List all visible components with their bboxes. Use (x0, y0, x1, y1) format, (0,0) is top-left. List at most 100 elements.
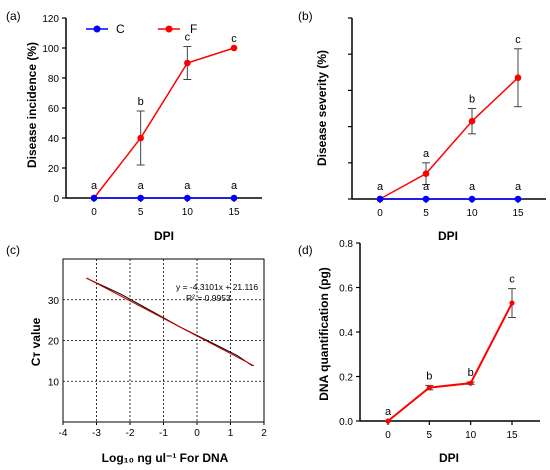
data-point (230, 194, 238, 202)
x-tick-label: -2 (126, 428, 135, 439)
y-tick-label: 0.0 (339, 417, 353, 428)
significance-letter: c (185, 32, 191, 44)
x-tick-label: -4 (59, 428, 68, 439)
panel-b: (b) Disease severity (%) DPI (298, 9, 458, 243)
significance-letter: c (509, 274, 515, 286)
panel-c-x-axis-label: Log₁₀ ng ul⁻¹ For DNA (102, 451, 229, 465)
significance-letter: b (469, 94, 475, 106)
legend-marker-f (165, 25, 173, 33)
panel-a-y-axis-label: Disease incidence (%) (25, 42, 39, 168)
significance-letter: c (231, 33, 237, 45)
series-line (379, 77, 519, 200)
data-point (90, 194, 98, 202)
panel-b-label: (b) (298, 9, 313, 23)
panel-d-label: (d) (298, 243, 313, 257)
significance-letter: b (468, 367, 474, 379)
data-point (230, 44, 238, 52)
x-tick-label: 15 (228, 207, 240, 218)
x-tick-label: -1 (159, 428, 168, 439)
panel-c: (c) Cᴛ value Log₁₀ ng ul⁻¹ For DNA y = -… (6, 243, 258, 465)
significance-letter: b (426, 370, 432, 382)
y-tick-label: 120 (42, 14, 59, 25)
significance-letter: a (385, 406, 392, 418)
x-tick-label: 0 (194, 428, 200, 439)
x-tick-label: 10 (182, 207, 194, 218)
y-tick-label: 0.2 (339, 373, 353, 384)
data-point (137, 134, 144, 142)
y-tick-label: 30 (48, 296, 60, 307)
panel-c-y-axis-label: Cᴛ value (29, 317, 43, 366)
regression-line (86, 277, 255, 367)
x-tick-label: 0 (91, 207, 97, 218)
x-tick-label: 1 (228, 428, 234, 439)
significance-letter: a (138, 180, 145, 192)
data-point (468, 195, 476, 203)
panel-b-marks: 0 5 10 15 a a a a a b c (348, 17, 546, 219)
panel-a-legend: C F (86, 22, 197, 36)
y-tick-label: 60 (48, 104, 60, 115)
x-tick-label: 10 (465, 430, 477, 441)
x-tick-label: 0 (385, 430, 391, 441)
y-tick-label: 0 (53, 194, 59, 205)
significance-letter: a (184, 180, 191, 192)
data-point (509, 300, 515, 306)
series-line (387, 302, 513, 422)
y-tick-label: 10 (48, 377, 60, 388)
data-point (468, 380, 474, 386)
y-tick-label: 80 (48, 74, 60, 85)
significance-letter: a (377, 181, 384, 193)
x-tick-label: -3 (92, 428, 101, 439)
data-point (184, 194, 191, 202)
panel-b-x-axis-label: DPI (438, 229, 458, 243)
data-point (137, 194, 144, 202)
y-tick-label: 100 (42, 44, 59, 55)
data-point (184, 59, 191, 67)
x-tick-label: 5 (423, 208, 429, 219)
significance-letter: a (423, 148, 430, 160)
panel-a-marks: 0 20 40 60 80 100 120 0 5 10 15 a a a a b c c (42, 14, 262, 218)
data-point (422, 195, 430, 203)
panel-d-x-axis-label: DPI (439, 451, 459, 465)
panel-b-y-axis-label: Disease severity (%) (315, 50, 329, 166)
legend-label-f: F (190, 22, 197, 36)
x-tick-label: 5 (427, 430, 433, 441)
significance-letter: a (231, 180, 238, 192)
legend-marker-c (93, 25, 101, 33)
data-point (385, 418, 391, 424)
significance-letter: a (423, 181, 430, 193)
y-tick-label: 0.4 (339, 328, 353, 339)
panel-a-x-axis-label: DPI (154, 229, 174, 243)
panel-a: (a) Disease incidence (%) DPI C F (6, 9, 197, 243)
x-tick-label: 2 (261, 428, 267, 439)
significance-letter: b (138, 96, 144, 108)
panel-c-equation: y = -4.3101x + 21.116 (176, 282, 258, 292)
significance-letter: a (469, 181, 476, 193)
x-tick-label: 5 (138, 207, 144, 218)
panel-d: (d) DNA quantification (pg) DPI (298, 243, 459, 465)
panel-c-y-axis-label-text: Cᴛ value (29, 317, 43, 366)
significance-letter: c (515, 34, 521, 46)
panel-d-y-axis-label: DNA quantification (pg) (317, 267, 331, 401)
data-point (426, 385, 432, 391)
data-point (514, 195, 522, 203)
x-tick-label: 15 (512, 208, 524, 219)
x-tick-label: 0 (377, 208, 383, 219)
x-tick-label: 15 (506, 430, 518, 441)
data-point (514, 74, 522, 82)
y-tick-label: 20 (48, 164, 60, 175)
x-tick-label: 10 (466, 208, 478, 219)
y-tick-label: 20 (48, 337, 60, 348)
panel-c-r-squared: R² = 0.9953 (186, 293, 231, 303)
panel-a-label: (a) (6, 9, 21, 23)
y-tick-label: 0.8 (339, 239, 353, 250)
y-tick-label: 0.6 (339, 284, 353, 295)
data-point (376, 195, 384, 203)
panel-c-label: (c) (6, 243, 20, 257)
significance-letter: a (515, 181, 522, 193)
panel-c-marks: -4 -3 -2 -1 0 1 2 10 20 30 (48, 258, 267, 439)
series-line (93, 47, 235, 199)
significance-letter: a (91, 180, 98, 192)
data-point (468, 117, 476, 125)
